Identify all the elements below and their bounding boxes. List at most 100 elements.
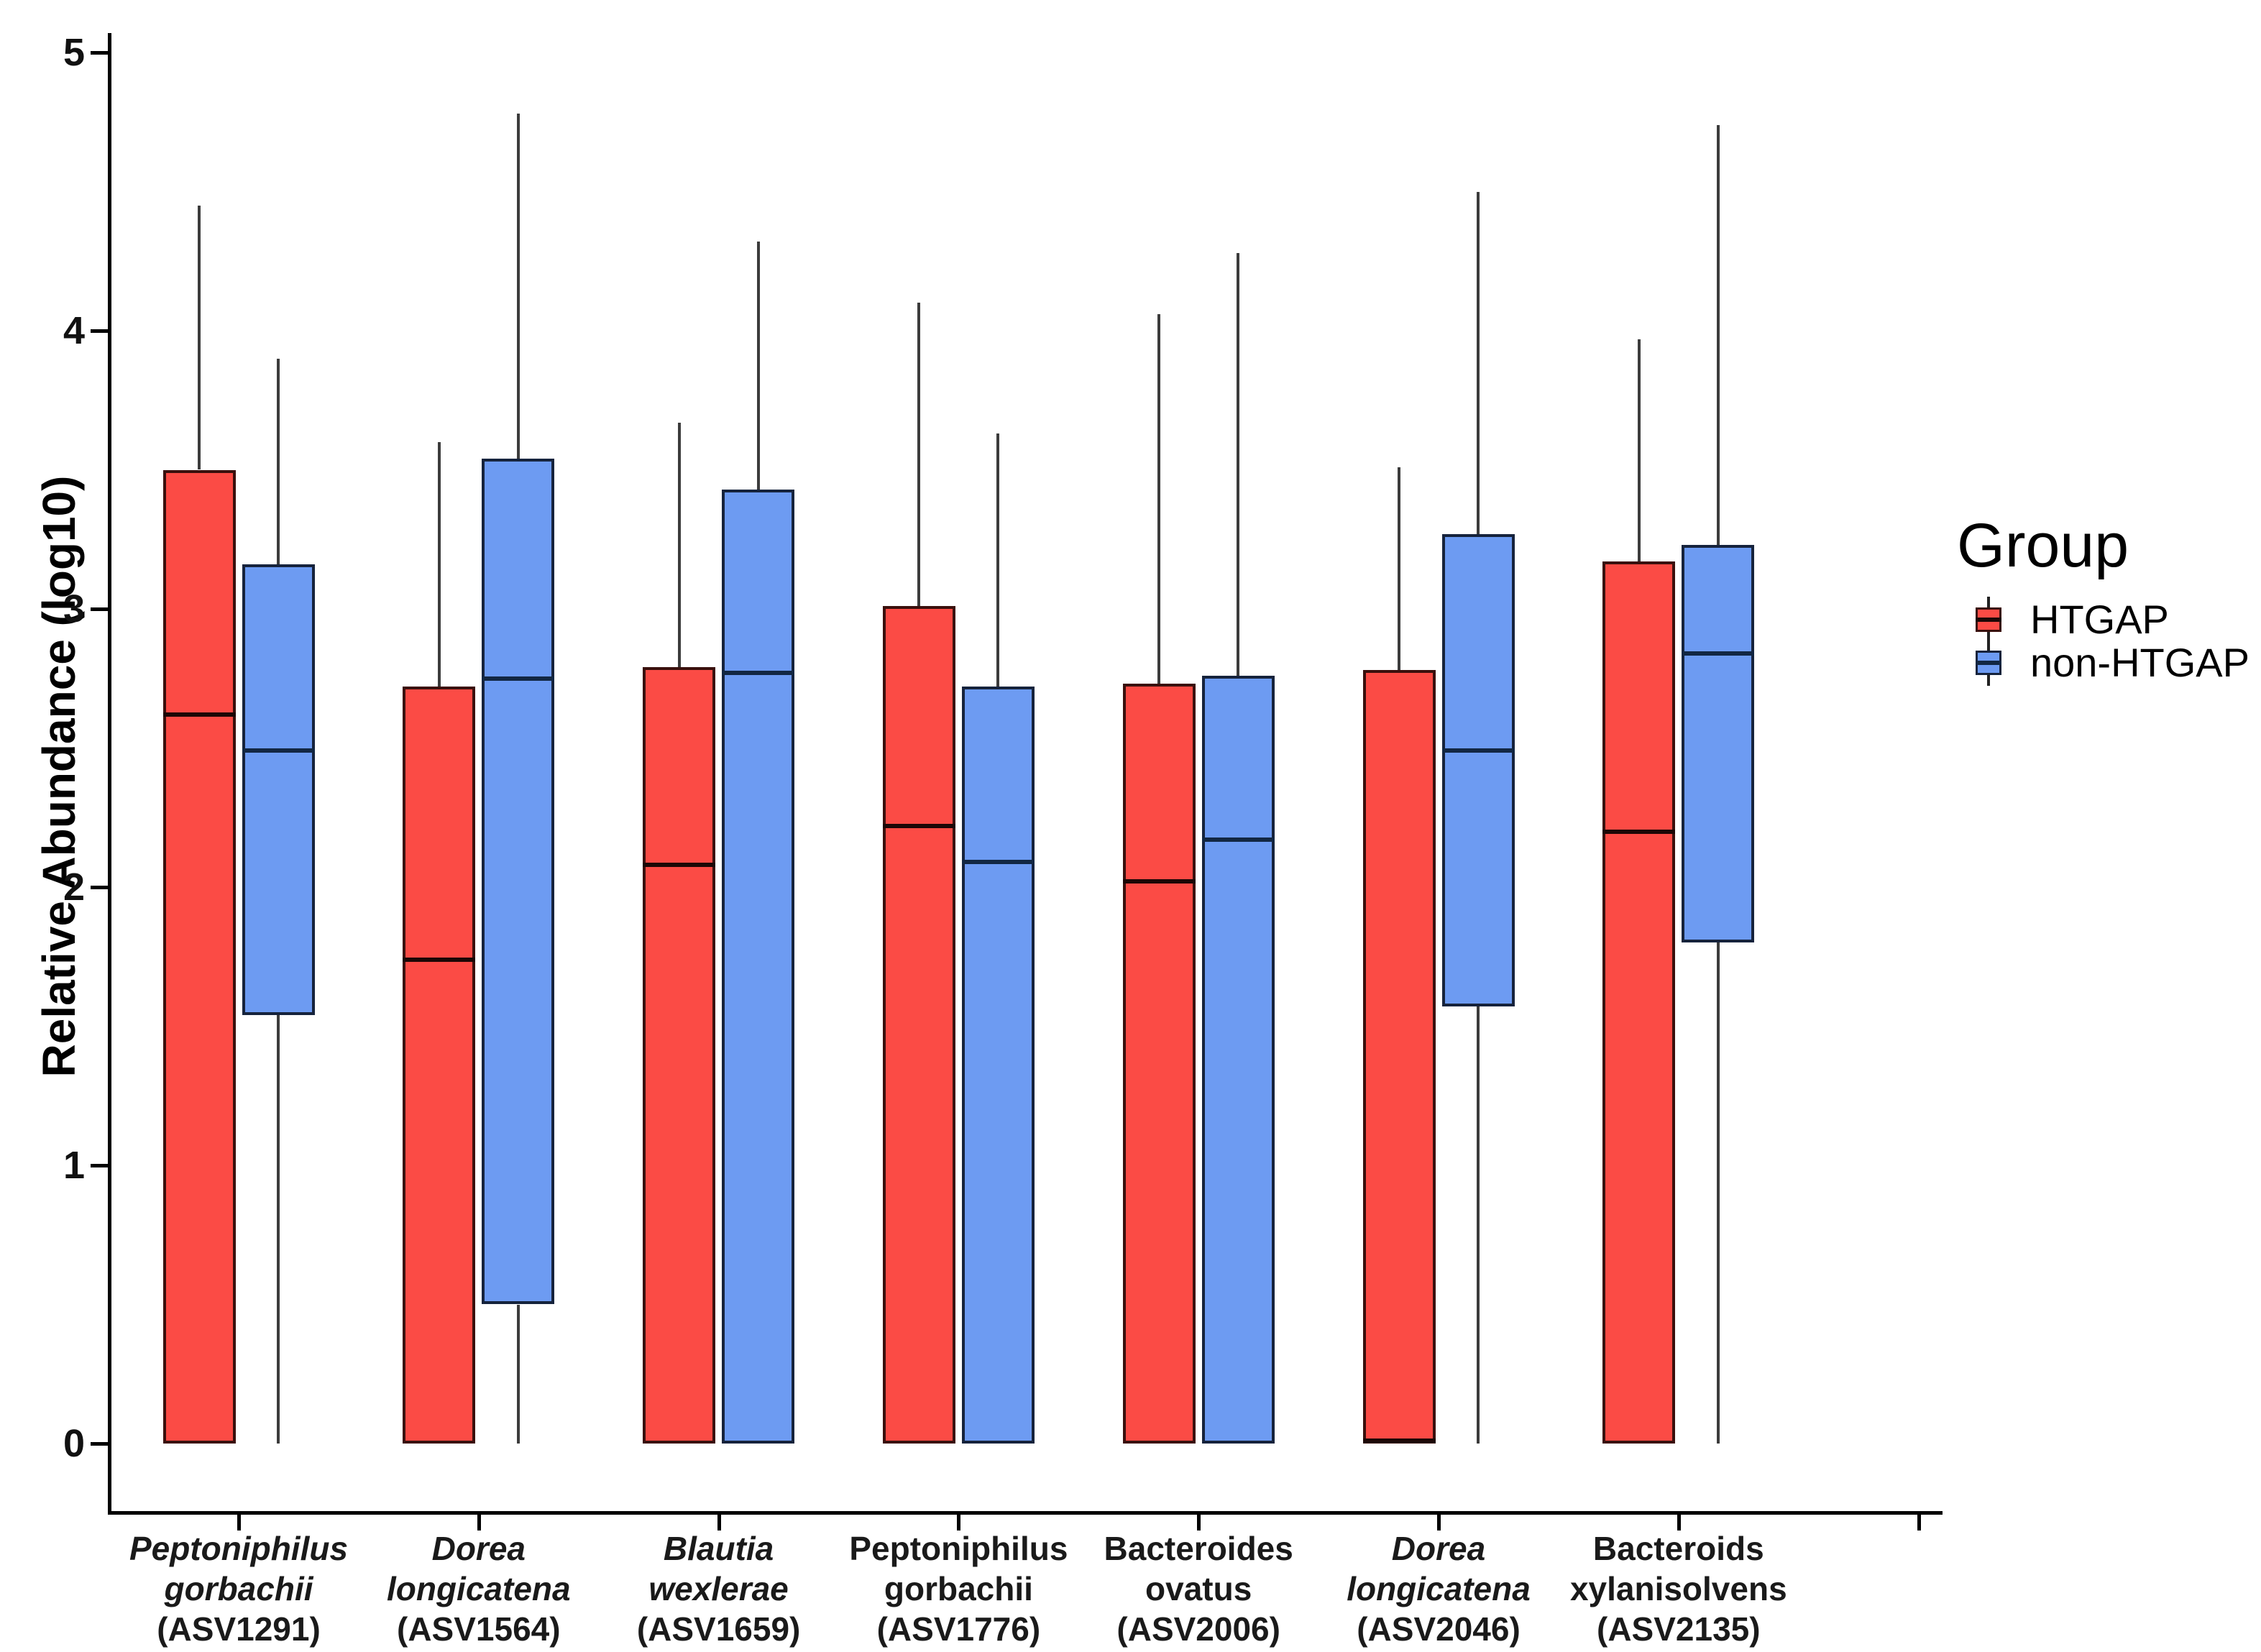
- lower-whisker-non-htgap: [1716, 942, 1720, 1444]
- median-line-htgap: [1122, 879, 1196, 884]
- upper-whisker-htgap: [198, 205, 201, 470]
- x-category-label: Peptoniphilus gorbachii (ASV1291): [116, 1528, 361, 1649]
- y-tick-label: 1: [63, 1144, 85, 1187]
- median-line-non-htgap: [482, 676, 555, 681]
- x-category-label-line: Bacteroids: [1592, 1530, 1764, 1567]
- median-line-htgap: [882, 823, 955, 828]
- x-category-label: Blautia wexlerae (ASV1659): [597, 1528, 841, 1649]
- x-category-label: Dorea longicatena (ASV1564): [357, 1528, 601, 1649]
- median-line-htgap: [403, 957, 476, 962]
- upper-whisker-htgap: [1637, 339, 1641, 562]
- upper-whisker-non-htgap: [756, 242, 760, 490]
- x-category-label-line: (ASV2006): [1116, 1610, 1280, 1648]
- x-tick-mark: [717, 1515, 721, 1531]
- median-line-non-htgap: [722, 671, 795, 675]
- x-tick-mark: [1677, 1515, 1681, 1531]
- median-line-htgap: [1362, 1438, 1436, 1444]
- upper-whisker-htgap: [1157, 313, 1161, 684]
- box-htgap: [643, 667, 716, 1444]
- upper-whisker-htgap: [677, 422, 681, 668]
- y-tick-mark: [91, 1442, 108, 1446]
- y-tick-mark: [91, 607, 108, 611]
- lower-whisker-non-htgap: [1477, 1006, 1480, 1444]
- median-line-htgap: [1602, 829, 1676, 834]
- x-axis-line: [108, 1511, 1943, 1515]
- y-tick-label: 5: [63, 31, 85, 74]
- x-tick-mark: [477, 1515, 481, 1531]
- box-non-htgap: [722, 489, 795, 1444]
- x-category-label-line: (ASV2046): [1357, 1610, 1521, 1648]
- non-htgap-boxplot-key-icon: [1973, 640, 2004, 686]
- y-tick-mark: [91, 886, 108, 889]
- x-category-label: Dorea longicatena (ASV2046): [1316, 1528, 1561, 1649]
- lower-whisker-non-htgap: [516, 1304, 520, 1444]
- x-category-label-line: gorbachii: [884, 1570, 1033, 1607]
- upper-whisker-htgap: [1398, 467, 1400, 671]
- median-line-htgap: [643, 863, 716, 868]
- y-tick-label: 3: [63, 587, 85, 630]
- box-htgap: [403, 687, 476, 1444]
- legend-title: Group: [1957, 511, 2129, 580]
- box-non-htgap: [242, 564, 315, 1016]
- box-htgap: [1362, 670, 1436, 1444]
- x-tick-mark: [237, 1515, 241, 1531]
- x-category-label-line: longicatena: [1347, 1570, 1531, 1607]
- median-line-non-htgap: [961, 860, 1035, 865]
- x-category-label-line: ovatus: [1145, 1570, 1252, 1607]
- x-category-label: Peptoniphilus gorbachii (ASV1776): [836, 1528, 1081, 1649]
- x-category-label-line: (ASV1291): [157, 1610, 321, 1648]
- x-category-label-line: xylanisolvens: [1569, 1570, 1787, 1607]
- x-category-label-line: longicatena: [386, 1570, 571, 1607]
- upper-whisker-non-htgap: [1237, 252, 1240, 676]
- htgap-boxplot-key-icon: [1973, 597, 2004, 643]
- median-line-non-htgap: [1201, 838, 1275, 843]
- legend-label-htgap: HTGAP: [2030, 597, 2169, 642]
- x-category-label-line: Bacteroides: [1104, 1530, 1293, 1567]
- x-category-label: Bacteroids xylanisolvens (ASV2135): [1556, 1528, 1801, 1649]
- upper-whisker-non-htgap: [1477, 191, 1480, 534]
- box-non-htgap: [961, 687, 1035, 1444]
- x-category-label-line: Dorea: [1391, 1530, 1486, 1567]
- x-category-label-line: Dorea: [431, 1530, 526, 1567]
- legend-label-non-htgap: non-HTGAP: [2030, 640, 2249, 685]
- x-category-label-line: (ASV1564): [397, 1610, 561, 1648]
- x-category-label-line: wexlerae: [648, 1570, 789, 1607]
- median-line-non-htgap: [1441, 748, 1515, 753]
- box-htgap: [1602, 561, 1676, 1444]
- box-htgap: [162, 469, 236, 1444]
- x-category-label-line: Blautia: [663, 1530, 774, 1567]
- box-htgap: [1122, 684, 1196, 1444]
- box-htgap: [882, 606, 955, 1444]
- upper-whisker-non-htgap: [1716, 124, 1720, 545]
- upper-whisker-non-htgap: [516, 114, 520, 459]
- x-axis-end-tick-mark: [1917, 1515, 1921, 1531]
- y-tick-label: 4: [63, 309, 85, 352]
- x-category-label-line: (ASV2135): [1597, 1610, 1761, 1648]
- upper-whisker-non-htgap: [277, 358, 280, 565]
- x-tick-mark: [1197, 1515, 1201, 1531]
- x-category-label-line: (ASV1659): [636, 1610, 801, 1648]
- y-tick-mark: [91, 51, 108, 55]
- y-tick-mark: [91, 1164, 108, 1167]
- median-line-htgap: [162, 712, 236, 717]
- x-category-label-line: Peptoniphilus: [129, 1530, 349, 1567]
- y-tick-label: 2: [63, 866, 85, 909]
- upper-whisker-htgap: [437, 441, 441, 687]
- upper-whisker-non-htgap: [996, 433, 1000, 687]
- median-line-non-htgap: [242, 748, 315, 753]
- x-tick-mark: [957, 1515, 961, 1531]
- box-non-htgap: [482, 459, 555, 1305]
- box-non-htgap: [1201, 675, 1275, 1444]
- box-non-htgap: [1441, 533, 1515, 1007]
- x-category-label-line: (ASV1776): [876, 1610, 1041, 1648]
- median-line-non-htgap: [1682, 651, 1755, 656]
- y-tick-mark: [91, 329, 108, 333]
- x-tick-mark: [1437, 1515, 1441, 1531]
- y-axis-title: Relative Abundance (log10): [33, 475, 85, 1078]
- box-non-htgap: [1682, 544, 1755, 943]
- x-category-label: Bacteroides ovatus (ASV2006): [1076, 1528, 1321, 1649]
- x-category-label-line: gorbachii: [164, 1570, 313, 1607]
- legend-entry-non-htgap: non-HTGAP: [1973, 640, 2260, 686]
- x-category-label-line: Peptoniphilus: [849, 1530, 1068, 1567]
